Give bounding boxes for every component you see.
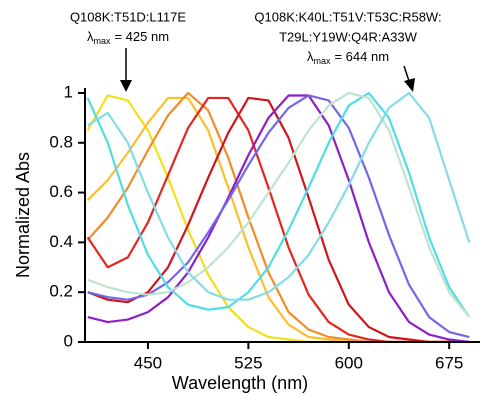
series-line bbox=[86, 96, 470, 343]
y-tick-label: 1 bbox=[64, 82, 73, 101]
series-line bbox=[87, 94, 470, 343]
y-axis-label: Normalized Abs bbox=[13, 152, 33, 278]
y-tick-label: 0 bbox=[64, 331, 73, 350]
x-tick-label: 450 bbox=[134, 353, 162, 372]
annotation: Q108K:K40L:T51V:T53C:R58W: bbox=[254, 9, 441, 24]
annotation-part: λ bbox=[87, 29, 94, 44]
arrow-head bbox=[120, 80, 132, 92]
x-tick-label: 675 bbox=[435, 353, 463, 372]
annotation-part: max bbox=[93, 36, 111, 46]
series-line bbox=[87, 91, 471, 301]
plot-area bbox=[86, 91, 471, 343]
series-line bbox=[87, 91, 471, 318]
annotation: T29L:Y19W:Q4R:A33W bbox=[279, 29, 417, 44]
annotation-part: λ bbox=[307, 49, 314, 64]
series-line bbox=[86, 91, 471, 318]
annotation: λmax = 644 nm bbox=[307, 49, 389, 66]
y-tick-label: 0.2 bbox=[49, 282, 73, 301]
annotation: Q108K:T51D:L117E bbox=[70, 9, 186, 24]
y-tick-label: 0.6 bbox=[49, 182, 73, 201]
x-tick-label: 525 bbox=[234, 353, 262, 372]
annotation-part: max bbox=[313, 56, 331, 66]
series-line bbox=[87, 94, 470, 339]
y-tick-label: 0.4 bbox=[49, 232, 73, 251]
arrow-head bbox=[404, 78, 415, 92]
x-axis-label: Wavelength (nm) bbox=[172, 373, 308, 393]
annotation-part: = 644 nm bbox=[334, 49, 389, 64]
y-tick-label: 0.8 bbox=[49, 132, 73, 151]
x-tick-label: 600 bbox=[335, 353, 363, 372]
annotation: λmax = 425 nm bbox=[87, 29, 169, 46]
annotation-part: = 425 nm bbox=[114, 29, 169, 44]
